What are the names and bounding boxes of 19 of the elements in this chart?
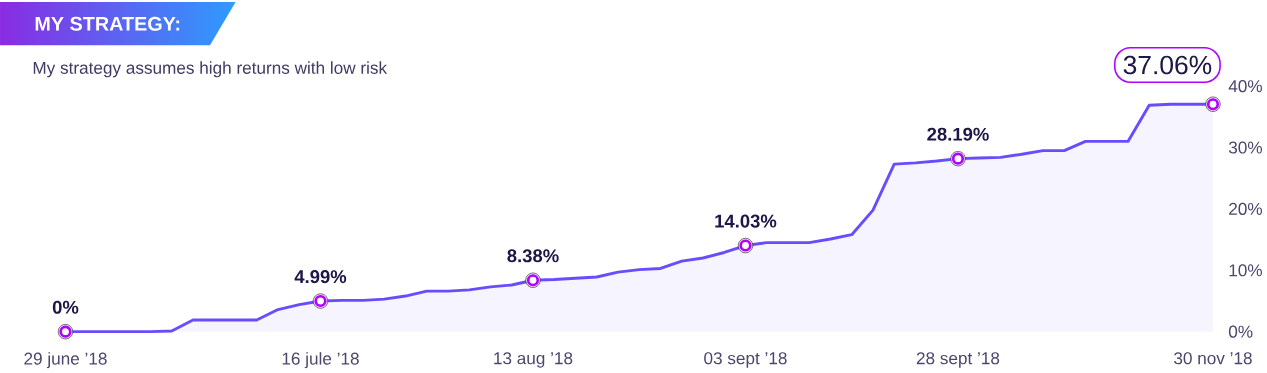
x-tick-label: 03 sept ’18 xyxy=(704,352,787,368)
y-tick-label: 30% xyxy=(1228,141,1262,154)
data-label: 28.19% xyxy=(927,127,989,142)
y-tick-label: 10% xyxy=(1229,264,1262,277)
y-tick-label: 40% xyxy=(1228,80,1262,93)
data-label: 4.99% xyxy=(294,270,347,284)
x-tick-label: 16 jule ’18 xyxy=(282,352,359,369)
x-tick-label: 28 sept ’18 xyxy=(916,352,1000,368)
data-label: 0% xyxy=(52,300,79,315)
x-tick-label: 13 aug ’18 xyxy=(494,352,573,368)
data-label: 37.06% xyxy=(1123,55,1212,75)
chart-title: MY STRATEGY: xyxy=(35,16,180,31)
data-label: 14.03% xyxy=(715,214,777,228)
y-tick-label: 20% xyxy=(1229,203,1262,216)
data-label: 8.38% xyxy=(507,249,559,263)
x-tick-label: 29 june ’18 xyxy=(24,352,107,369)
chart-subtitle: My strategy assumes high returns with low risk xyxy=(33,61,388,78)
y-tick-label: 0% xyxy=(1228,325,1253,338)
x-tick-label: 30 nov ’18 xyxy=(1174,352,1252,365)
